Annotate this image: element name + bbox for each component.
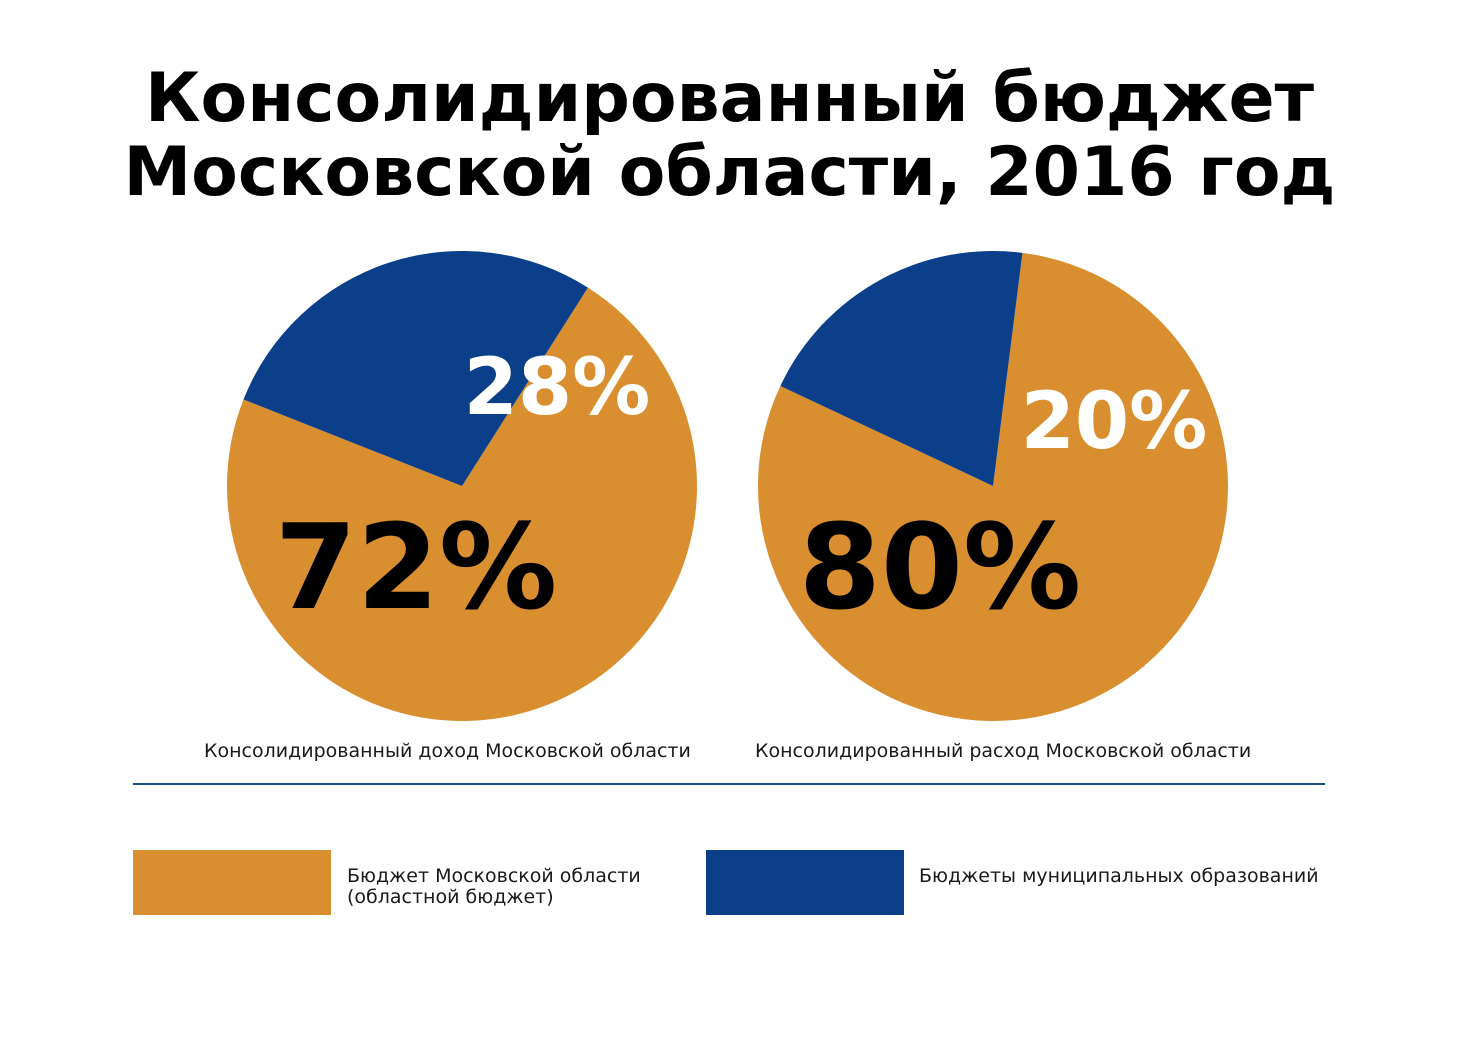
expense-pie: 80%20%	[758, 251, 1229, 722]
income-municipal-percent-label: 28%	[464, 343, 651, 433]
expense-pie-caption: Консолидированный расход Московской обла…	[755, 740, 1252, 762]
title-line-2: Московской области, 2016 год	[123, 133, 1336, 212]
legend-swatch-municipal	[706, 850, 904, 915]
legend-label-regional: Бюджет Московской области (областной бюд…	[347, 866, 641, 908]
legend-label-municipal-line1: Бюджеты муниципальных образований	[919, 865, 1319, 887]
legend-swatch-regional	[133, 850, 331, 915]
income-slice-regional	[226, 287, 697, 721]
income-slice-municipal	[243, 251, 588, 486]
expense-slice-municipal	[780, 251, 1023, 486]
title-line-1: Консолидированный бюджет	[144, 59, 1315, 138]
legend-label-regional-line1: Бюджет Московской области	[347, 865, 641, 887]
income-pie: 72% 28%	[226, 251, 697, 721]
expense-slice-regional	[758, 252, 1229, 722]
income-pie-caption: Консолидированный доход Московской облас…	[204, 740, 691, 762]
income-regional-percent-label: 72%	[275, 498, 557, 636]
divider-line	[133, 783, 1325, 785]
legend-label-municipal: Бюджеты муниципальных образований	[919, 866, 1319, 887]
chart-title: Консолидированный бюджет Московской обла…	[0, 62, 1459, 210]
legend-label-regional-line2: (областной бюджет)	[347, 886, 554, 908]
expense-regional-percent-label: 80%	[799, 498, 1081, 636]
expense-municipal-percent-label: 20%	[1021, 377, 1208, 467]
